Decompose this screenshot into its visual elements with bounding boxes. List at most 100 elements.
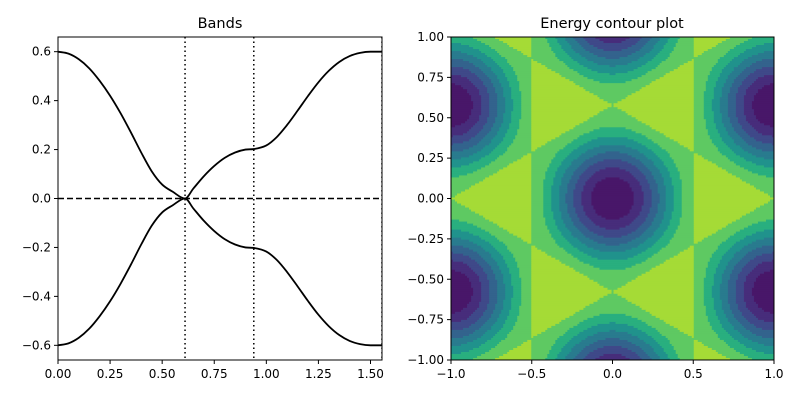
contour-band-cell xyxy=(753,283,774,287)
contour-band-cell xyxy=(531,37,546,40)
contour-band-cell xyxy=(531,267,574,271)
contour-band-cell xyxy=(481,157,498,160)
contour-band-cell xyxy=(693,119,707,122)
contour-band-cell xyxy=(635,237,649,241)
contour-band-cell xyxy=(727,237,745,241)
contour-band-cell xyxy=(507,351,532,355)
contour-band-cell xyxy=(735,103,745,106)
contour-band-cell xyxy=(729,119,739,122)
contour-band-cell xyxy=(531,173,546,177)
contour-band-cell xyxy=(703,285,713,289)
contour-band-cell xyxy=(491,67,502,70)
contour-band-cell xyxy=(751,105,774,108)
contour-band-cell xyxy=(549,43,560,46)
contour-band-cell xyxy=(693,75,709,78)
contour-band-cell xyxy=(605,243,621,247)
contour-band-cell xyxy=(609,329,617,333)
contour-band-cell xyxy=(693,195,771,199)
contour-band-cell xyxy=(693,71,711,74)
contour-band-cell xyxy=(495,73,506,76)
contour-band-cell xyxy=(715,81,727,84)
contour-band-cell xyxy=(505,295,514,299)
contour-band-cell xyxy=(565,131,591,134)
contour-band-cell xyxy=(495,333,508,337)
contour-band-cell xyxy=(703,281,715,285)
contour-band-cell xyxy=(609,321,617,325)
contour-band-cell xyxy=(755,315,774,319)
contour-band-cell xyxy=(551,47,562,50)
contour-band-cell xyxy=(531,273,585,277)
contour-band-cell xyxy=(531,341,556,345)
contour-band-cell xyxy=(531,187,544,191)
contour-band-cell xyxy=(493,149,508,152)
contour-band-cell xyxy=(641,273,695,277)
contour-band-cell xyxy=(719,243,735,247)
contour-band-cell xyxy=(693,111,705,114)
contour-band-cell xyxy=(593,279,633,283)
contour-band-cell xyxy=(521,281,532,285)
contour-band-cell xyxy=(451,335,464,339)
contour-band-cell xyxy=(573,173,582,177)
contour-band-cell xyxy=(651,159,663,162)
contour-band-cell xyxy=(587,149,639,152)
contour-band-cell xyxy=(745,327,763,331)
contour-band-cell xyxy=(713,297,721,301)
contour-band-cell xyxy=(567,41,578,44)
contour-band-cell xyxy=(491,253,502,257)
contour-band-cell xyxy=(693,163,717,166)
contour-band-cell xyxy=(569,165,580,169)
contour-band-cell xyxy=(485,341,500,345)
contour-band-cell xyxy=(669,257,695,261)
contour-band-cell xyxy=(585,49,605,52)
contour-band-cell xyxy=(565,223,574,227)
contour-band-cell xyxy=(739,43,765,46)
contour-band-cell xyxy=(551,325,574,329)
contour-band-cell xyxy=(477,261,488,265)
contour-band-cell xyxy=(665,203,675,207)
contour-band-cell xyxy=(597,63,629,66)
contour-band-cell xyxy=(485,123,494,126)
contour-band-cell xyxy=(575,83,651,86)
contour-band-cell xyxy=(489,95,498,98)
contour-band-cell xyxy=(479,301,490,305)
contour-band-cell xyxy=(459,219,490,223)
contour-band-cell xyxy=(731,311,743,315)
contour-band-cell xyxy=(519,89,532,92)
contour-band-cell xyxy=(573,69,593,72)
contour-band-cell xyxy=(489,99,498,102)
contour-band-cell xyxy=(531,95,599,98)
contour-band-cell xyxy=(483,311,494,315)
contour-band-cell xyxy=(531,283,601,287)
contour-band-cell xyxy=(581,203,593,207)
contour-band-cell xyxy=(513,107,522,110)
contour-band-cell xyxy=(623,179,639,183)
contour-band-cell xyxy=(531,203,544,207)
contour-band-cell xyxy=(647,167,659,171)
contour-band-cell xyxy=(743,101,753,104)
contour-band-cell xyxy=(755,93,774,96)
contour-band-cell xyxy=(721,167,745,171)
contour-band-cell xyxy=(639,355,651,359)
contour-band-cell xyxy=(451,55,474,58)
contour-band-cell xyxy=(739,85,751,88)
contour-band-cell xyxy=(721,303,731,307)
contour-band-cell xyxy=(711,327,725,331)
contour-band-cell xyxy=(743,315,757,319)
contour-band-cell xyxy=(761,261,774,265)
contour-band-cell xyxy=(587,253,639,257)
contour-band-cell xyxy=(557,337,572,341)
contour-band-cell xyxy=(463,327,480,331)
contour-band-cell xyxy=(757,173,774,177)
contour-band-cell xyxy=(727,293,737,297)
contour-band-cell xyxy=(451,41,482,44)
contour-band-cell xyxy=(741,125,753,128)
contour-band-cell xyxy=(557,169,566,173)
contour-band-cell xyxy=(597,161,629,164)
contour-band-cell xyxy=(609,73,617,76)
contour-band-cell xyxy=(573,191,582,195)
contour-band-cell xyxy=(451,161,474,164)
contour-band-cell xyxy=(517,263,532,267)
contour-band-cell xyxy=(653,217,665,221)
contour-band-cell xyxy=(755,239,774,243)
contour-band-cell xyxy=(689,149,695,152)
